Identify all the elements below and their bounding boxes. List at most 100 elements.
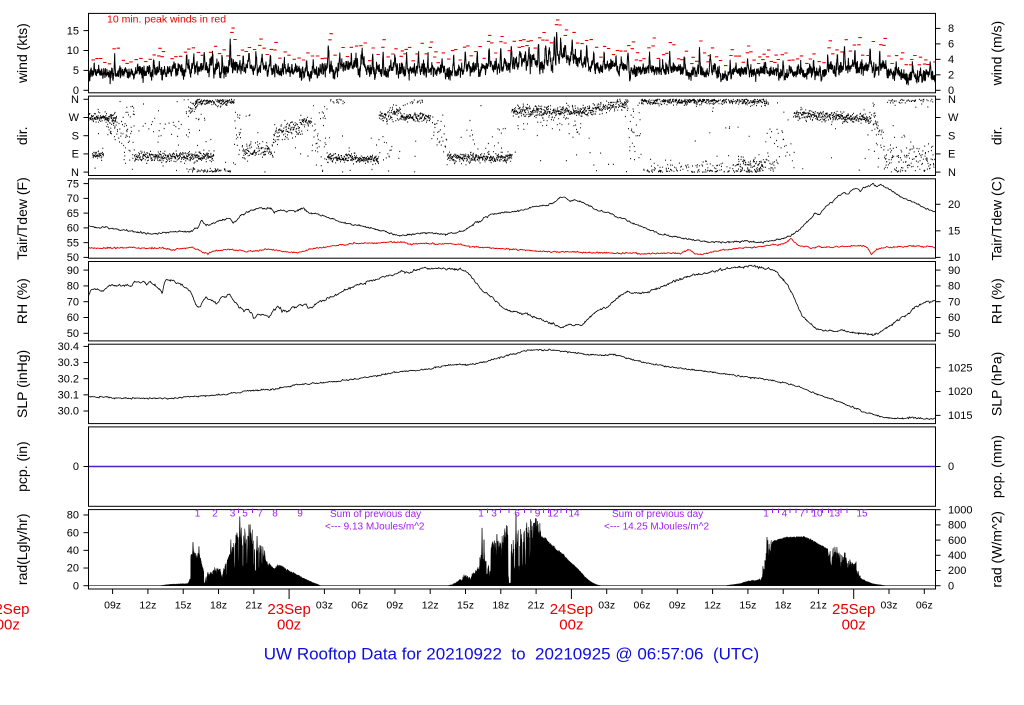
svg-text:14: 14 xyxy=(568,509,580,520)
svg-text:22Sep: 22Sep xyxy=(0,601,29,618)
svg-text:21z: 21z xyxy=(810,600,827,612)
svg-text:1: 1 xyxy=(478,509,484,520)
svg-text:30.2: 30.2 xyxy=(58,373,79,385)
svg-text:3: 3 xyxy=(491,509,497,520)
svg-text:RH (%): RH (%) xyxy=(14,278,30,324)
svg-text:10: 10 xyxy=(67,45,79,57)
svg-text:1025: 1025 xyxy=(948,362,972,374)
svg-text:<--- 9.13 MJoules/m^2: <--- 9.13 MJoules/m^2 xyxy=(325,521,425,532)
svg-text:18z: 18z xyxy=(775,600,792,612)
svg-text:7: 7 xyxy=(257,509,263,520)
svg-text:12z: 12z xyxy=(704,600,721,612)
svg-text:10: 10 xyxy=(948,252,960,264)
svg-text:1: 1 xyxy=(195,509,201,520)
svg-text:S: S xyxy=(72,130,79,142)
svg-text:SLP (hPa): SLP (hPa) xyxy=(989,352,1005,416)
svg-text:55: 55 xyxy=(67,237,79,249)
svg-text:40: 40 xyxy=(67,545,79,557)
svg-text:E: E xyxy=(948,149,955,161)
svg-text:30.4: 30.4 xyxy=(58,341,79,353)
svg-text:30.0: 30.0 xyxy=(58,406,79,418)
svg-text:2: 2 xyxy=(948,70,954,82)
svg-text:1: 1 xyxy=(763,509,769,520)
svg-text:6: 6 xyxy=(948,39,954,51)
svg-text:50: 50 xyxy=(67,328,79,340)
svg-text:80: 80 xyxy=(67,510,79,522)
svg-text:W: W xyxy=(69,112,80,124)
svg-text:03z: 03z xyxy=(316,600,333,612)
svg-text:15z: 15z xyxy=(739,600,756,612)
svg-text:Tair/Tdew (C): Tair/Tdew (C) xyxy=(989,176,1005,260)
svg-text:21z: 21z xyxy=(245,600,262,612)
svg-text:9: 9 xyxy=(297,509,303,520)
svg-text:N: N xyxy=(948,94,956,106)
svg-text:0: 0 xyxy=(948,580,954,592)
svg-text:<--- 14.25 MJoules/m^2: <--- 14.25 MJoules/m^2 xyxy=(604,521,709,532)
svg-text:Sum of previous day: Sum of previous day xyxy=(612,509,703,520)
svg-text:06z: 06z xyxy=(634,600,651,612)
svg-text:0: 0 xyxy=(948,461,954,473)
svg-text:18z: 18z xyxy=(492,600,509,612)
svg-text:15z: 15z xyxy=(457,600,474,612)
svg-text:6: 6 xyxy=(514,509,520,520)
svg-text:60: 60 xyxy=(948,312,960,324)
svg-text:rad (W/m^2): rad (W/m^2) xyxy=(989,511,1005,588)
svg-text:09z: 09z xyxy=(386,600,403,612)
svg-text:13: 13 xyxy=(829,509,841,520)
svg-text:30.3: 30.3 xyxy=(58,357,79,369)
svg-text:03z: 03z xyxy=(598,600,615,612)
svg-text:1000: 1000 xyxy=(948,504,972,516)
svg-text:21z: 21z xyxy=(528,600,545,612)
svg-text:0: 0 xyxy=(948,85,954,97)
svg-text:60: 60 xyxy=(67,527,79,539)
svg-text:24Sep: 24Sep xyxy=(550,601,593,618)
svg-text:1015: 1015 xyxy=(948,410,972,422)
svg-text:RH (%): RH (%) xyxy=(989,278,1005,324)
svg-text:80: 80 xyxy=(948,281,960,293)
svg-text:UW Rooftop Data for 20210922: UW Rooftop Data for 20210922 to 20210925… xyxy=(264,645,759,664)
svg-text:20: 20 xyxy=(67,563,79,575)
svg-text:2: 2 xyxy=(212,509,218,520)
svg-text:800: 800 xyxy=(948,520,966,532)
svg-text:06z: 06z xyxy=(351,600,368,612)
svg-text:50: 50 xyxy=(948,328,960,340)
svg-text:4: 4 xyxy=(782,509,788,520)
svg-text:80: 80 xyxy=(67,281,79,293)
svg-text:65: 65 xyxy=(67,208,79,220)
svg-text:600: 600 xyxy=(948,535,966,547)
svg-text:rad(Lgly/hr): rad(Lgly/hr) xyxy=(14,514,30,586)
svg-text:70: 70 xyxy=(67,296,79,308)
svg-text:8: 8 xyxy=(272,509,278,520)
svg-text:W: W xyxy=(948,112,959,124)
svg-text:5: 5 xyxy=(242,509,248,520)
svg-text:wind (kts): wind (kts) xyxy=(14,23,30,84)
svg-text:00z: 00z xyxy=(277,617,301,634)
svg-text:90: 90 xyxy=(948,265,960,277)
svg-text:90: 90 xyxy=(67,265,79,277)
svg-text:9: 9 xyxy=(535,509,541,520)
svg-text:15: 15 xyxy=(67,25,79,37)
svg-text:25Sep: 25Sep xyxy=(832,601,875,618)
svg-text:0: 0 xyxy=(73,580,79,592)
svg-text:70: 70 xyxy=(67,193,79,205)
svg-text:0: 0 xyxy=(73,85,79,97)
svg-text:SLP (inHg): SLP (inHg) xyxy=(14,350,30,418)
svg-text:03z: 03z xyxy=(881,600,898,612)
svg-text:10: 10 xyxy=(811,509,823,520)
svg-text:00z: 00z xyxy=(559,617,583,634)
svg-text:Sum of previous day: Sum of previous day xyxy=(330,509,421,520)
svg-text:12z: 12z xyxy=(139,600,156,612)
svg-text:50: 50 xyxy=(67,252,79,264)
svg-text:70: 70 xyxy=(948,296,960,308)
svg-text:09z: 09z xyxy=(104,600,121,612)
svg-text:15: 15 xyxy=(948,226,960,238)
svg-text:60: 60 xyxy=(67,312,79,324)
svg-text:00z: 00z xyxy=(842,617,866,634)
svg-text:8: 8 xyxy=(948,23,954,35)
svg-text:S: S xyxy=(948,130,955,142)
svg-text:12: 12 xyxy=(547,509,559,520)
svg-text:dir.: dir. xyxy=(14,126,30,145)
svg-text:wind (m/s): wind (m/s) xyxy=(989,21,1005,87)
svg-text:7: 7 xyxy=(799,509,805,520)
svg-text:E: E xyxy=(72,149,79,161)
